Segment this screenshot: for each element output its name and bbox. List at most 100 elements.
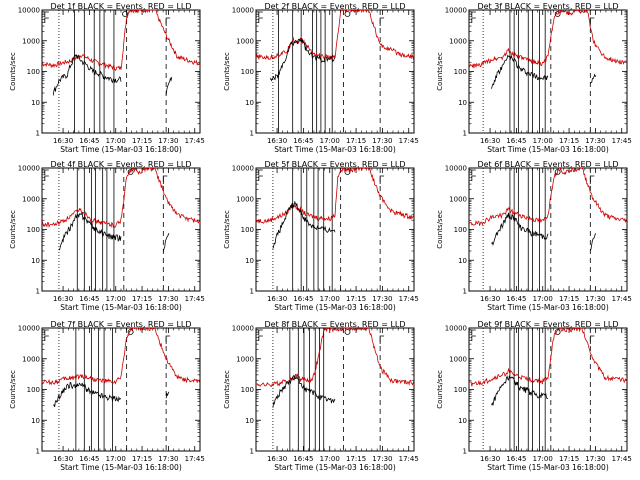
- y-tick-label: 10000: [18, 325, 40, 333]
- y-axis-label: Counts/sec: [9, 210, 17, 249]
- circle-marker: [127, 169, 134, 175]
- y-tick-label: 10: [31, 257, 40, 265]
- series-line-lld: [255, 166, 415, 224]
- series-line-events: [491, 375, 549, 406]
- series-line-events-late: [165, 391, 170, 399]
- bracket-marker: [44, 169, 49, 175]
- y-tick-label: 1: [463, 448, 467, 456]
- circle-marker: [344, 329, 351, 335]
- x-axis-label: Start Time (15-Mar-03 16:18:00): [274, 145, 396, 154]
- series-line-lld: [468, 8, 628, 69]
- bracket-marker: [471, 17, 476, 23]
- series-line-events: [491, 54, 549, 89]
- bracket-marker: [258, 175, 263, 181]
- x-tick-label: 17:45: [399, 295, 419, 303]
- y-tick-label: 100: [27, 226, 40, 234]
- y-tick-label: 1000: [449, 195, 467, 203]
- y-tick-label: 1: [463, 288, 467, 296]
- bracket-marker: [258, 17, 263, 23]
- y-axis-label: Counts/sec: [436, 370, 444, 409]
- plot-frame: [41, 167, 201, 292]
- bracket-marker: [44, 11, 49, 17]
- y-tick-label: 1000: [236, 37, 254, 45]
- x-axis-label: Start Time (15-Mar-03 16:18:00): [60, 303, 182, 312]
- bracket-marker: [258, 169, 263, 175]
- series-line-lld: [255, 9, 415, 61]
- y-tick-label: 1000: [449, 37, 467, 45]
- y-tick-label: 1000: [22, 195, 40, 203]
- series-line-lld: [255, 326, 415, 388]
- plot-frame: [255, 167, 415, 292]
- x-tick-label: 17:00: [533, 137, 553, 145]
- x-tick-label: 17:30: [372, 295, 392, 303]
- y-axis-label: Counts/sec: [436, 210, 444, 249]
- y-tick-label: 10: [31, 417, 40, 425]
- x-tick-label: 17:30: [585, 455, 605, 463]
- circle-marker: [344, 11, 351, 17]
- y-tick-label: 100: [241, 68, 254, 76]
- y-tick-label: 100: [27, 68, 40, 76]
- x-tick-label: 17:45: [612, 137, 632, 145]
- x-tick-label: 16:30: [53, 455, 73, 463]
- x-tick-label: 17:00: [106, 455, 126, 463]
- x-tick-label: 16:45: [506, 455, 526, 463]
- x-tick-label: 17:15: [132, 137, 152, 145]
- bracket-marker: [379, 17, 385, 26]
- x-axis-label: Start Time (15-Mar-03 16:18:00): [60, 463, 182, 472]
- x-tick-label: 17:45: [399, 455, 419, 463]
- bracket-marker: [258, 11, 263, 17]
- panel-det1f: Det 1f BLACK = Events, RED = LLD 1 10 100 10…: [9, 2, 205, 154]
- panel-title: Det 3f BLACK = Events, RED = LLD: [477, 2, 618, 11]
- x-tick-label: 17:15: [346, 137, 366, 145]
- x-tick-label: 17:45: [185, 137, 205, 145]
- panel-title: Det 1f BLACK = Events, RED = LLD: [50, 2, 191, 11]
- y-tick-label: 10000: [445, 7, 467, 15]
- y-tick-label: 10: [245, 99, 254, 107]
- y-tick-label: 10: [245, 257, 254, 265]
- panel-det4f: Det 4f BLACK = Events, RED = LLD 1 10 100 10…: [9, 160, 205, 312]
- y-tick-label: 1000: [236, 355, 254, 363]
- bracket-marker: [165, 335, 171, 344]
- bracket-marker: [589, 17, 595, 26]
- x-tick-label: 17:15: [346, 295, 366, 303]
- series-line-events: [52, 53, 122, 96]
- panel-title: Det 4f BLACK = Events, RED = LLD: [50, 160, 191, 169]
- x-tick-label: 17:30: [158, 137, 178, 145]
- x-axis-label: Start Time (15-Mar-03 16:18:00): [274, 463, 396, 472]
- x-tick-label: 16:30: [480, 295, 500, 303]
- x-tick-label: 16:45: [79, 295, 99, 303]
- y-tick-label: 10000: [18, 7, 40, 15]
- y-tick-label: 100: [241, 386, 254, 394]
- y-axis-label: Counts/sec: [9, 370, 17, 409]
- y-tick-label: 10000: [445, 165, 467, 173]
- series-line-events-late: [162, 233, 170, 252]
- x-tick-label: 17:15: [346, 455, 366, 463]
- y-tick-label: 10000: [232, 325, 254, 333]
- x-tick-label: 17:45: [612, 455, 632, 463]
- series-line-lld: [41, 327, 201, 386]
- x-tick-label: 17:00: [533, 455, 553, 463]
- y-tick-label: 10000: [232, 7, 254, 15]
- y-tick-label: 10: [245, 417, 254, 425]
- bracket-marker: [589, 175, 595, 184]
- series-line-events: [58, 211, 122, 251]
- x-tick-label: 17:00: [320, 137, 340, 145]
- y-tick-label: 10: [458, 417, 467, 425]
- panel-det3f: Det 3f BLACK = Events, RED = LLD 1 10 100 10…: [436, 2, 632, 154]
- plot-frame: [468, 327, 628, 452]
- bracket-marker: [44, 17, 49, 23]
- panel-det8f: Det 8f BLACK = Events, RED = LLD 1 10 100 10…: [223, 320, 419, 472]
- series-line-events: [272, 200, 336, 249]
- x-tick-label: 17:00: [106, 137, 126, 145]
- x-tick-label: 17:00: [106, 295, 126, 303]
- y-tick-label: 1: [250, 448, 254, 456]
- y-tick-label: 1: [250, 288, 254, 296]
- y-tick-label: 1: [463, 130, 467, 138]
- x-axis-label: Start Time (15-Mar-03 16:18:00): [487, 463, 609, 472]
- y-tick-label: 100: [27, 386, 40, 394]
- plot-frame: [468, 167, 628, 292]
- x-tick-label: 17:30: [158, 295, 178, 303]
- bracket-marker: [471, 169, 476, 175]
- x-tick-label: 17:00: [320, 295, 340, 303]
- series-line-lld: [468, 166, 628, 226]
